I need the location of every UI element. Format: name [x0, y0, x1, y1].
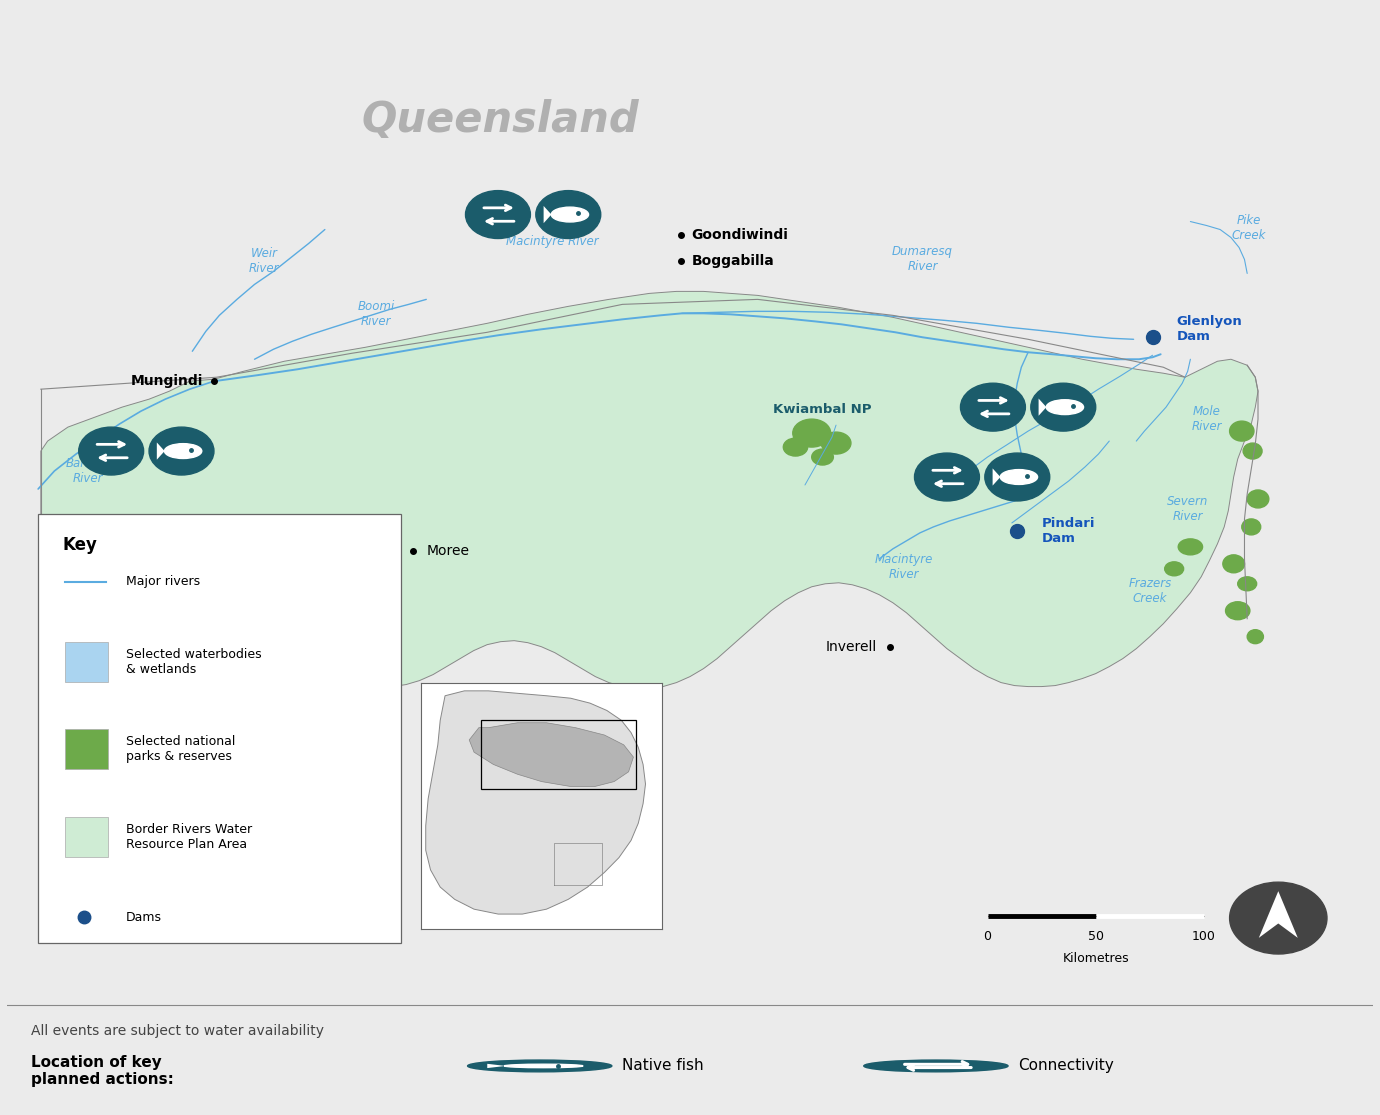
Ellipse shape — [164, 444, 201, 458]
Circle shape — [465, 191, 530, 239]
Text: Mole
River: Mole River — [1191, 405, 1221, 433]
FancyBboxPatch shape — [65, 817, 109, 857]
Text: Boggabilla: Boggabilla — [691, 254, 774, 269]
Polygon shape — [544, 206, 552, 223]
Text: 0: 0 — [984, 930, 991, 943]
Circle shape — [1031, 384, 1096, 432]
Circle shape — [985, 453, 1050, 501]
Text: Selected waterbodies
& wetlands: Selected waterbodies & wetlands — [126, 648, 262, 676]
Circle shape — [1230, 882, 1328, 954]
Ellipse shape — [864, 1060, 1007, 1072]
Polygon shape — [469, 723, 633, 786]
Ellipse shape — [811, 449, 834, 465]
Ellipse shape — [1225, 602, 1250, 620]
Polygon shape — [41, 291, 1259, 689]
Text: Barwon
River: Barwon River — [66, 457, 110, 485]
Text: All events are subject to water availability: All events are subject to water availabi… — [32, 1024, 324, 1038]
Text: Border Rivers Water
Resource Plan Area: Border Rivers Water Resource Plan Area — [126, 823, 253, 851]
Text: N: N — [1274, 913, 1283, 923]
Text: Pindari
Dam: Pindari Dam — [1042, 517, 1096, 545]
Text: Goondiwindi: Goondiwindi — [691, 227, 788, 242]
Text: Glenlyon
Dam: Glenlyon Dam — [1177, 316, 1242, 343]
Polygon shape — [1259, 891, 1297, 938]
Text: Key: Key — [62, 536, 98, 554]
Circle shape — [79, 427, 144, 475]
FancyBboxPatch shape — [39, 514, 400, 943]
Text: Severn
River: Severn River — [1167, 495, 1209, 523]
Ellipse shape — [1179, 539, 1202, 555]
Ellipse shape — [551, 207, 588, 222]
Polygon shape — [157, 443, 164, 459]
Ellipse shape — [1248, 489, 1268, 508]
Text: Major rivers: Major rivers — [126, 575, 200, 589]
Ellipse shape — [1243, 443, 1263, 459]
Text: Dumaresq
River: Dumaresq River — [891, 245, 954, 273]
Text: Boomi
River: Boomi River — [357, 300, 395, 328]
Circle shape — [915, 453, 980, 501]
Ellipse shape — [784, 438, 807, 456]
Ellipse shape — [1248, 630, 1264, 643]
Text: Location of key
planned actions:: Location of key planned actions: — [32, 1055, 174, 1087]
Text: Pike
Creek: Pike Creek — [1231, 214, 1265, 242]
Text: 50: 50 — [1087, 930, 1104, 943]
Polygon shape — [992, 468, 1000, 486]
Polygon shape — [487, 1064, 505, 1068]
Ellipse shape — [821, 433, 851, 454]
Ellipse shape — [468, 1060, 611, 1072]
Text: Frazers
Creek: Frazers Creek — [1129, 576, 1172, 604]
Circle shape — [535, 191, 600, 239]
Polygon shape — [425, 691, 646, 914]
Text: Kwiambal NP: Kwiambal NP — [773, 403, 872, 416]
Ellipse shape — [792, 419, 831, 447]
Circle shape — [149, 427, 214, 475]
FancyBboxPatch shape — [65, 729, 109, 769]
Text: Selected national
parks & reserves: Selected national parks & reserves — [126, 736, 236, 764]
Text: Queensland: Queensland — [362, 99, 639, 140]
Text: Kilometres: Kilometres — [1063, 952, 1129, 964]
Bar — [482, 720, 636, 789]
Ellipse shape — [1000, 469, 1038, 484]
Text: Macintyre
River: Macintyre River — [875, 553, 933, 581]
Text: Mungindi: Mungindi — [131, 375, 203, 388]
Text: Macintyre River: Macintyre River — [505, 235, 599, 248]
Ellipse shape — [1238, 576, 1257, 591]
Ellipse shape — [1242, 518, 1261, 535]
Circle shape — [960, 384, 1025, 432]
Text: Native fish: Native fish — [621, 1058, 704, 1074]
Ellipse shape — [1165, 562, 1184, 575]
Text: Weir
River: Weir River — [248, 248, 279, 275]
Polygon shape — [1039, 398, 1046, 416]
Text: Moree: Moree — [426, 544, 469, 558]
Ellipse shape — [1230, 421, 1254, 442]
Text: Dams: Dams — [126, 911, 161, 923]
Ellipse shape — [504, 1064, 582, 1068]
Text: Inverell: Inverell — [825, 640, 876, 653]
FancyBboxPatch shape — [65, 641, 109, 681]
Ellipse shape — [1223, 555, 1245, 573]
Text: Connectivity: Connectivity — [1018, 1058, 1114, 1074]
Ellipse shape — [1046, 400, 1083, 415]
Text: 100: 100 — [1192, 930, 1216, 943]
